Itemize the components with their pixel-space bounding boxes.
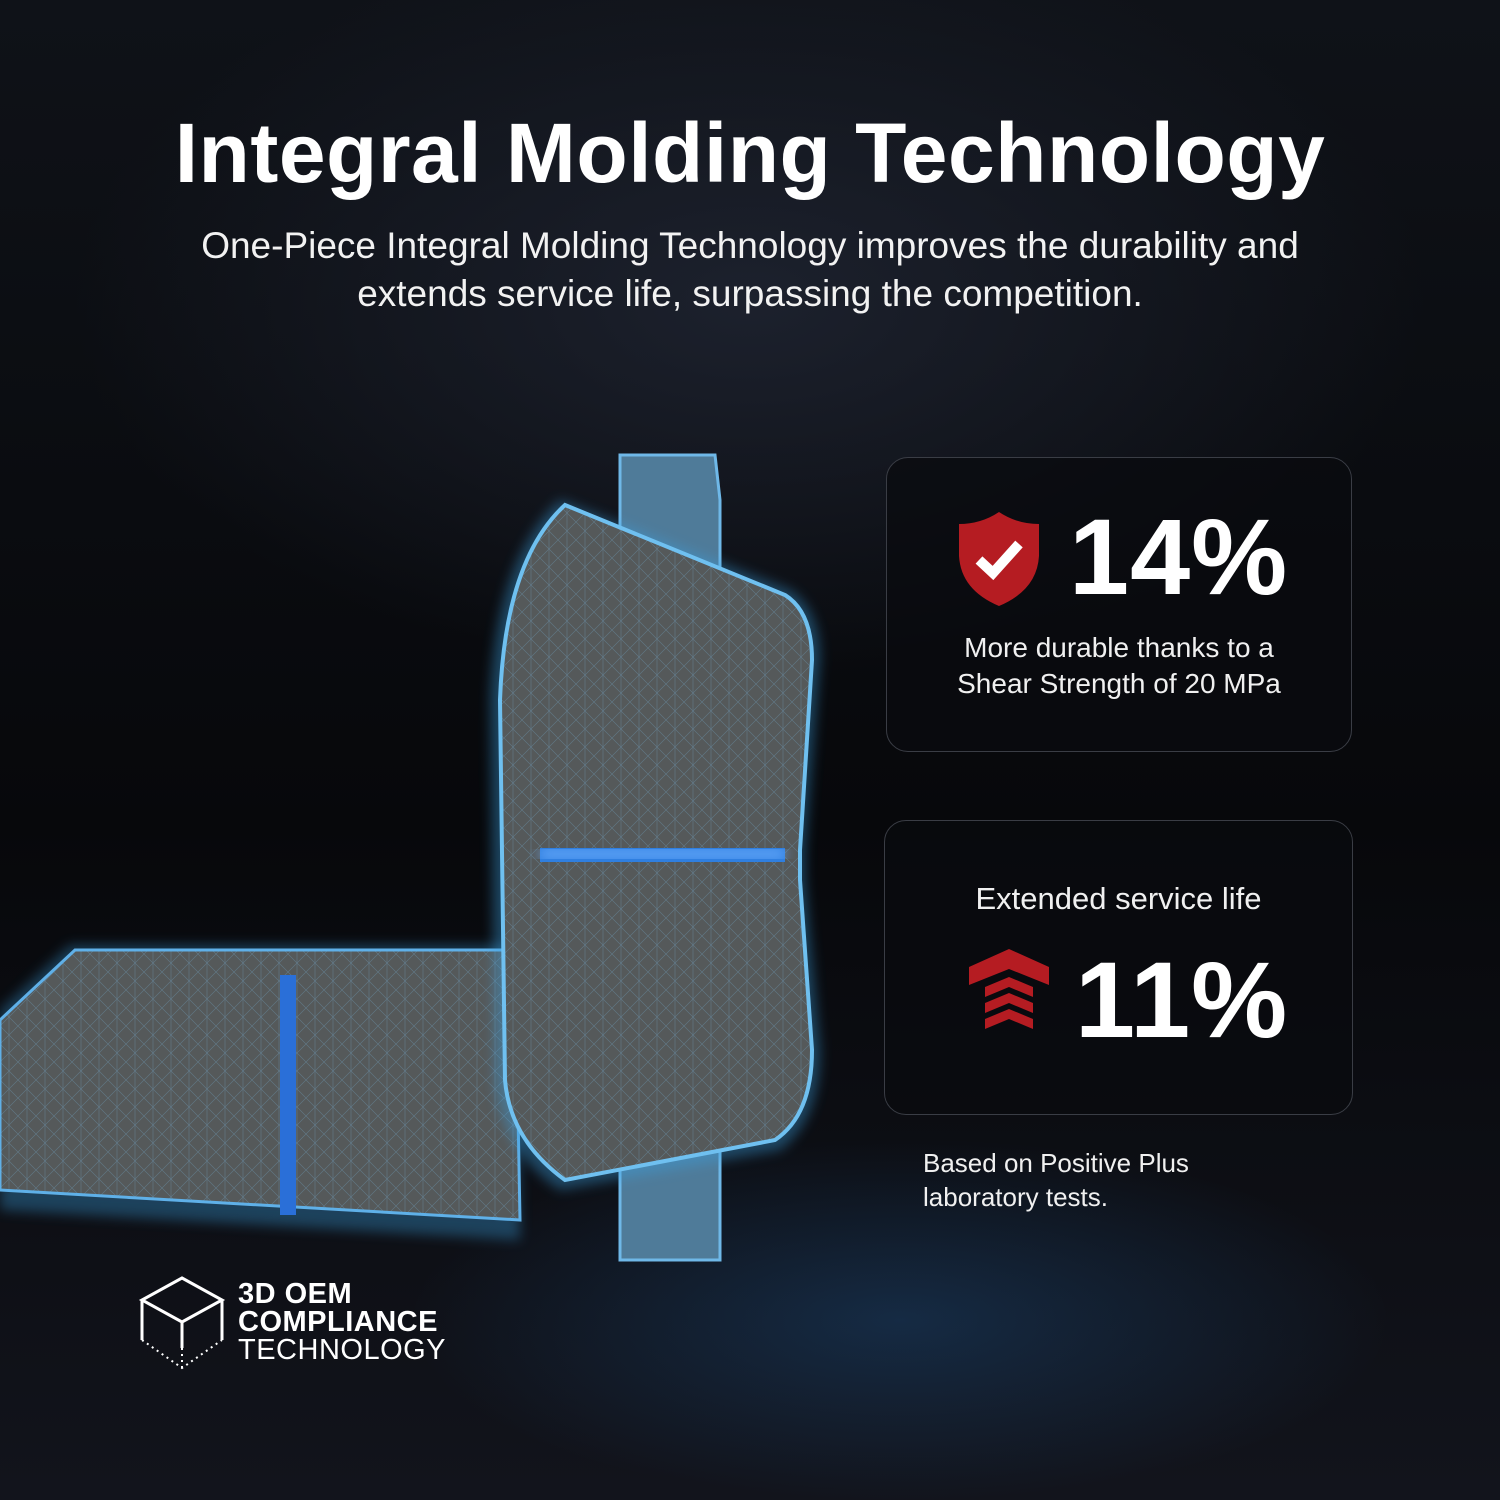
logo-text: 3D OEM COMPLIANCE TECHNOLOGY [238,1278,447,1366]
service-life-label: Extended service life [975,881,1262,916]
logo-line2: COMPLIANCE [238,1306,438,1338]
footnote-line2: laboratory tests. [923,1182,1108,1212]
page-title: Integral Molding Technology [174,106,1326,200]
page-subtitle: One-Piece Integral Molding Technology im… [201,225,1299,314]
durability-description-line2: Shear Strength of 20 MPa [957,668,1281,699]
chevron-arrows-up-icon [969,949,1049,1029]
service-life-percent: 11% [1075,939,1289,1060]
durability-stat-card: 14% More durable thanks to a Shear Stren… [886,457,1352,752]
durability-percent: 14% [1069,496,1289,617]
durability-description-line1: More durable thanks to a [964,632,1274,663]
footnote-line1: Based on Positive Plus [923,1148,1189,1178]
shield-check-icon [959,512,1039,606]
brake-pad-illustration [0,453,820,1262]
cube-icon [138,1276,226,1370]
rear-brake-pad [0,945,522,1240]
footnote: Based on Positive Plus laboratory tests. [923,1146,1189,1214]
front-brake-pad [490,453,820,1262]
service-life-stat-card: Extended service life 11% [884,820,1353,1115]
logo-line3: TECHNOLOGY [238,1334,447,1366]
logo-line1: 3D OEM [238,1278,353,1310]
